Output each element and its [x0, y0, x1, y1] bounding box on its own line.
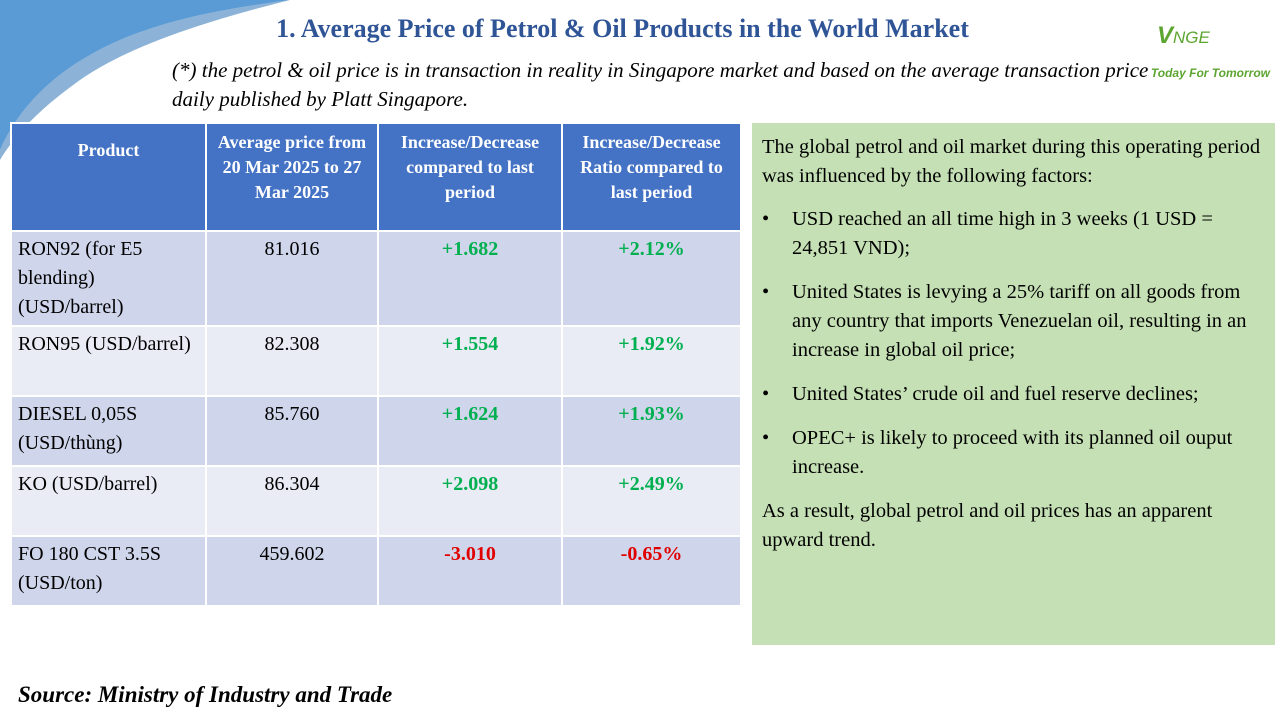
average-price-cell: 81.016: [205, 230, 379, 327]
corner-swoosh-decoration: [0, 0, 290, 160]
ratio-cell: +2.49%: [561, 465, 742, 537]
factor-text: OPEC+ is likely to proceed with its plan…: [792, 427, 1233, 478]
factor-text: United States’ crude oil and fuel reserv…: [792, 383, 1199, 405]
header-change: Increase/Decrease compared to last perio…: [377, 122, 563, 232]
product-cell: RON92 (for E5 blending) (USD/barrel): [10, 230, 207, 327]
ratio-cell: -0.65%: [561, 535, 742, 607]
list-item: • United States is levying a 25% tariff o…: [762, 278, 1265, 365]
page-subtitle: (*) the petrol & oil price is in transac…: [172, 58, 1149, 111]
header-ratio: Increase/Decrease Ratio compared to last…: [561, 122, 742, 232]
product-cell: DIESEL 0,05S (USD/thùng): [10, 395, 207, 467]
change-cell: +2.098: [377, 465, 563, 537]
source-note: Source: Ministry of Industry and Trade: [18, 682, 393, 707]
ratio-cell: +1.92%: [561, 325, 742, 397]
table-row: FO 180 CST 3.5S (USD/ton) 459.602 -3.010…: [10, 535, 742, 607]
table-row: KO (USD/barrel) 86.304 +2.098 +2.49%: [10, 465, 742, 537]
list-item: • USD reached an all time high in 3 weeks…: [762, 205, 1265, 263]
table-row: RON95 (USD/barrel) 82.308 +1.554 +1.92%: [10, 325, 742, 397]
product-cell: RON95 (USD/barrel): [10, 325, 207, 397]
commentary-intro: The global petrol and oil market during …: [762, 136, 1261, 187]
table-row: RON92 (for E5 blending) (USD/barrel) 81.…: [10, 230, 742, 327]
product-cell: KO (USD/barrel): [10, 465, 207, 537]
average-price-cell: 85.760: [205, 395, 379, 467]
commentary-conclusion: As a result, global petrol and oil price…: [762, 500, 1213, 551]
logo-mark: VNGE: [1157, 22, 1210, 49]
logo-slogan: Today For Tomorrow: [1150, 66, 1270, 80]
table-header-row: Product Average price from 20 Mar 2025 t…: [10, 122, 742, 232]
average-price-cell: 459.602: [205, 535, 379, 607]
change-cell: +1.682: [377, 230, 563, 327]
factor-text: USD reached an all time high in 3 weeks …: [792, 208, 1213, 259]
product-cell: FO 180 CST 3.5S (USD/ton): [10, 535, 207, 607]
header-product: Product: [10, 122, 207, 232]
header-average-price: Average price from 20 Mar 2025 to 27 Mar…: [205, 122, 379, 232]
list-item: • OPEC+ is likely to proceed with its pla…: [762, 424, 1265, 482]
change-cell: +1.554: [377, 325, 563, 397]
average-price-cell: 82.308: [205, 325, 379, 397]
ratio-cell: +1.93%: [561, 395, 742, 467]
factor-list: • USD reached an all time high in 3 weeks…: [762, 205, 1265, 482]
list-item: • United States’ crude oil and fuel reser…: [762, 380, 1265, 409]
factor-text: United States is levying a 25% tariff on…: [792, 281, 1247, 361]
average-price-cell: 86.304: [205, 465, 379, 537]
price-table: Product Average price from 20 Mar 2025 t…: [10, 122, 742, 607]
ratio-cell: +2.12%: [561, 230, 742, 327]
change-cell: -3.010: [377, 535, 563, 607]
bullet-icon: •: [762, 383, 770, 405]
company-logo: VNGE Today For Tomorrow: [1135, 18, 1270, 88]
market-commentary-panel: The global petrol and oil market during …: [752, 123, 1275, 645]
bullet-icon: •: [762, 427, 770, 449]
bullet-icon: •: [762, 208, 770, 230]
page-title: 1. Average Price of Petrol & Oil Product…: [276, 14, 969, 43]
table-row: DIESEL 0,05S (USD/thùng) 85.760 +1.624 +…: [10, 395, 742, 467]
change-cell: +1.624: [377, 395, 563, 467]
bullet-icon: •: [762, 281, 770, 303]
